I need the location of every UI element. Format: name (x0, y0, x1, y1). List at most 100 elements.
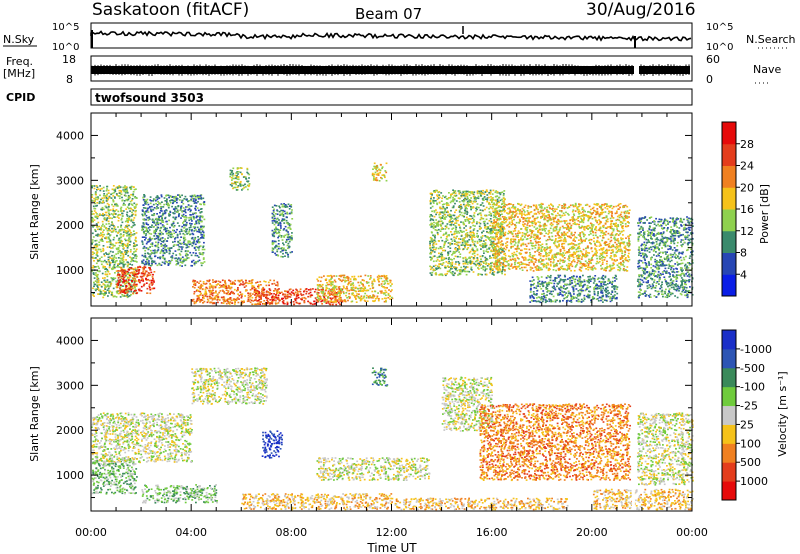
velocity-colorbar-swatch-8 (722, 330, 736, 349)
power-y-tick-2: 3000 (56, 174, 84, 187)
velocity-y-tick-2: 3000 (56, 379, 84, 392)
velocity-colorbar-tick-7: -1000 (740, 343, 772, 356)
velocity-patch-10 (479, 403, 631, 481)
velocity-colorbar-swatch-5 (722, 387, 736, 406)
power-patch-7 (316, 275, 393, 303)
power-patch-11 (529, 275, 618, 304)
time-tick-0: 00:00 (75, 526, 107, 539)
power-patch-6 (272, 203, 294, 258)
freq-tick-top: 18 (62, 53, 76, 66)
date-title: 30/Aug/2016 (586, 0, 696, 20)
power-colorbar-swatch-3 (722, 209, 736, 231)
velocity-colorbar-swatch-2 (722, 443, 736, 462)
velocity-patch-6 (316, 457, 430, 481)
velocity-patch-5 (241, 493, 393, 510)
velocity-y-tick-0: 1000 (56, 469, 84, 482)
velocity-colorbar-tick-6: -500 (740, 362, 765, 375)
velocity-y-tick-3: 4000 (56, 334, 84, 347)
time-tick-4: 16:00 (476, 526, 508, 539)
power-colorbar-swatch-7 (722, 122, 736, 144)
time-tick-labels: 00:00 04:00 08:00 12:00 16:00 20:00 00:00 (75, 526, 708, 539)
power-colorbar-tick-3: 16 (740, 203, 754, 216)
power-data-gap (632, 114, 635, 305)
station-title: Saskatoon (fitACF) (92, 0, 249, 20)
cpid-value: twofsound 3503 (95, 91, 204, 105)
nave-label: Nave (753, 63, 781, 76)
velocity-colorbar-tick-3: 25 (740, 418, 754, 431)
velocity-data-gap (632, 319, 635, 510)
velocity-colorbar-swatch-3 (722, 424, 736, 443)
power-colorbar-swatch-1 (722, 253, 736, 275)
power-colorbar-swatch-0 (722, 274, 736, 296)
velocity-patch-2 (141, 484, 218, 504)
radar-summary-plot: Saskatoon (fitACF) Beam 07 30/Aug/2016 N… (0, 0, 800, 554)
velocity-colorbar-swatch-7 (722, 349, 736, 368)
velocity-patch-7 (372, 367, 388, 386)
nsky-label: N.Sky (3, 33, 35, 46)
velocity-y-tick-1: 2000 (56, 424, 84, 437)
power-colorbar-swatch-6 (722, 144, 736, 166)
velocity-colorbar-tick-0: 1000 (740, 475, 768, 488)
velocity-colorbar: Velocity [m s⁻¹] 1000 500 100 25 -25 -100 -500… (722, 330, 789, 501)
power-data (91, 114, 694, 305)
noise-right-tick-top: 10^5 (706, 22, 733, 33)
velocity-ylabel: Slant Range [km] (28, 366, 41, 462)
power-colorbar-label: Power [dB] (758, 184, 771, 244)
time-tick-6: 00:00 (676, 526, 708, 539)
noise-right-tick-bottom: 10^0 (706, 42, 733, 53)
time-tick-3: 12:00 (376, 526, 408, 539)
cpid-label: CPID (6, 91, 35, 104)
noise-left-tick-top: 10^5 (52, 22, 79, 33)
power-y-tick-1: 2000 (56, 219, 84, 232)
velocity-patch-9 (442, 377, 494, 432)
noise-panel: N.Sky 10^5 10^0 10^5 10^0 N.Search (3, 22, 796, 53)
velocity-patch-12 (593, 489, 694, 511)
power-patch-0 (91, 185, 138, 298)
freq-panel: Freq. [MHz] 18 8 60 0 Nave (3, 53, 781, 86)
power-patch-10 (492, 203, 632, 272)
power-patch-2 (141, 194, 205, 267)
power-colorbar-tick-6: 28 (740, 138, 754, 151)
power-patch-9 (429, 189, 506, 276)
power-patch-12 (637, 216, 694, 298)
power-colorbar-swatch-2 (722, 231, 736, 253)
power-colorbar-tick-4: 20 (740, 181, 754, 194)
power-colorbar-tick-5: 24 (740, 160, 754, 173)
velocity-colorbar-tick-1: 500 (740, 456, 761, 469)
velocity-patch-0 (92, 458, 138, 495)
time-tick-2: 08:00 (275, 526, 307, 539)
velocity-patch-1 (91, 412, 193, 463)
freq-label-line2: [MHz] (3, 67, 35, 80)
velocity-colorbar-swatch-0 (722, 481, 736, 500)
power-patch-3 (191, 279, 280, 305)
velocity-colorbar-label: Velocity [m s⁻¹] (776, 371, 789, 456)
power-colorbar-tick-1: 8 (740, 247, 747, 260)
velocity-patch-4 (262, 430, 283, 458)
time-tick-5: 20:00 (576, 526, 608, 539)
velocity-colorbar-tick-2: 100 (740, 437, 761, 450)
velocity-patch-3 (191, 367, 268, 405)
power-panel: 1000 2000 3000 4000 Slant Range [km] (28, 113, 694, 306)
nsearch-label: N.Search (746, 33, 796, 46)
beam-title: Beam 07 (355, 5, 422, 23)
velocity-panel: 1000 2000 3000 4000 Slant Range [km] (28, 318, 694, 511)
nave-tick-top: 60 (706, 53, 720, 66)
power-patch-5 (229, 167, 250, 191)
nave-tick-bottom: 0 (706, 73, 713, 86)
noise-trace (91, 32, 691, 41)
time-tick-1: 04:00 (175, 526, 207, 539)
noise-left-tick-bottom: 10^0 (52, 42, 79, 53)
velocity-colorbar-tick-4: -25 (740, 400, 758, 413)
power-y-tick-3: 4000 (56, 129, 84, 142)
power-colorbar: Power [dB] 481216202428 (722, 122, 771, 297)
power-patch-8 (372, 163, 388, 182)
power-y-tick-0: 1000 (56, 264, 84, 277)
power-colorbar-tick-2: 12 (740, 225, 754, 238)
freq-tick-bottom: 8 (66, 73, 73, 86)
velocity-colorbar-swatch-6 (722, 368, 736, 387)
velocity-colorbar-swatch-1 (722, 462, 736, 481)
velocity-colorbar-tick-5: -100 (740, 381, 765, 394)
time-axis-label: Time UT (366, 541, 417, 554)
power-ylabel: Slant Range [km] (28, 164, 41, 260)
freq-band (92, 63, 690, 79)
